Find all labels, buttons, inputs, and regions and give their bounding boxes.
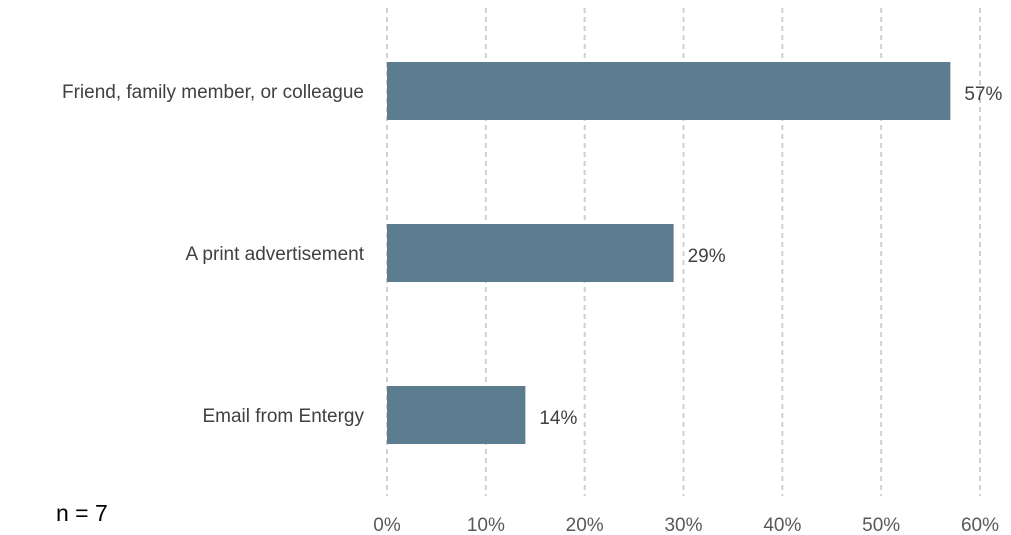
bar — [387, 386, 526, 444]
category-label: Email from Entergy — [202, 406, 364, 427]
x-axis-tick-labels: 0% 10% 20% 30% 40% 50% 60% — [373, 515, 999, 535]
x-tick-label: 0% — [373, 515, 401, 535]
data-label: 57% — [964, 84, 1002, 105]
bars — [387, 62, 951, 444]
category-labels: Friend, family member, or colleague A pri… — [62, 82, 365, 427]
x-tick-label: 40% — [763, 515, 801, 535]
bar — [387, 62, 951, 120]
category-label: Friend, family member, or colleague — [62, 82, 364, 103]
data-labels: 57% 29% 14% — [539, 84, 1002, 429]
data-label: 14% — [539, 408, 577, 429]
x-tick-label: 30% — [664, 515, 702, 535]
x-tick-label: 50% — [862, 515, 900, 535]
bar — [387, 224, 674, 282]
x-tick-label: 20% — [566, 515, 604, 535]
category-label: A print advertisement — [186, 244, 365, 265]
x-tick-label: 10% — [467, 515, 505, 535]
sample-size-note: n = 7 — [56, 500, 108, 526]
x-tick-label: 60% — [961, 515, 999, 535]
data-label: 29% — [688, 246, 726, 267]
